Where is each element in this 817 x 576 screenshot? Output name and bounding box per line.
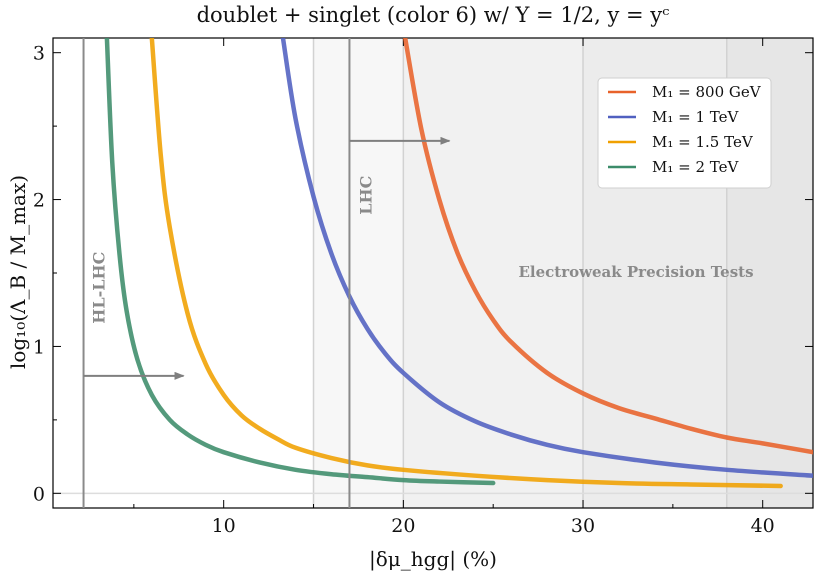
legend-label-1-5tev: M₁ = 1.5 TeV (652, 133, 754, 151)
legend-label-800gev: M₁ = 800 GeV (652, 83, 762, 101)
x-axis-label: |δμ_hgg| (%) (369, 547, 497, 572)
annotation-overlays (82, 38, 451, 508)
legend: M₁ = 800 GeV M₁ = 1 TeV M₁ = 1.5 TeV M₁ … (597, 77, 772, 189)
curve-800gev (402, 38, 813, 455)
x-tick-label: 40 (751, 515, 775, 537)
y-tick-label: 0 (33, 483, 45, 505)
legend-label-2tev: M₁ = 2 TeV (652, 158, 740, 176)
axis-ticks: 10 20 30 40 0 1 2 3 (33, 38, 813, 537)
x-tick-label: 20 (391, 515, 415, 537)
series-curves (104, 38, 813, 489)
x-tick-label: 10 (212, 515, 236, 537)
y-tick-label: 2 (33, 190, 45, 212)
y-tick-label: 1 (33, 336, 45, 358)
hl-lhc-label: HL-LHC (90, 252, 109, 324)
lhc-label: LHC (356, 176, 375, 215)
ewpt-band (313, 38, 404, 508)
ewpt-label: Electroweak Precision Tests (518, 263, 753, 281)
chart-title: doublet + singlet (color 6) w/ Y = 1/2, … (197, 3, 670, 27)
curve-2tev (104, 38, 496, 486)
y-tick-label: 3 (33, 43, 45, 65)
x-tick-label: 30 (571, 515, 595, 537)
curve-1-5tev (149, 38, 783, 489)
legend-label-1tev: M₁ = 1 TeV (652, 108, 740, 126)
curve-1tev (280, 38, 813, 478)
y-axis-label: log₁₀(Λ_B / M_max) (6, 175, 30, 369)
